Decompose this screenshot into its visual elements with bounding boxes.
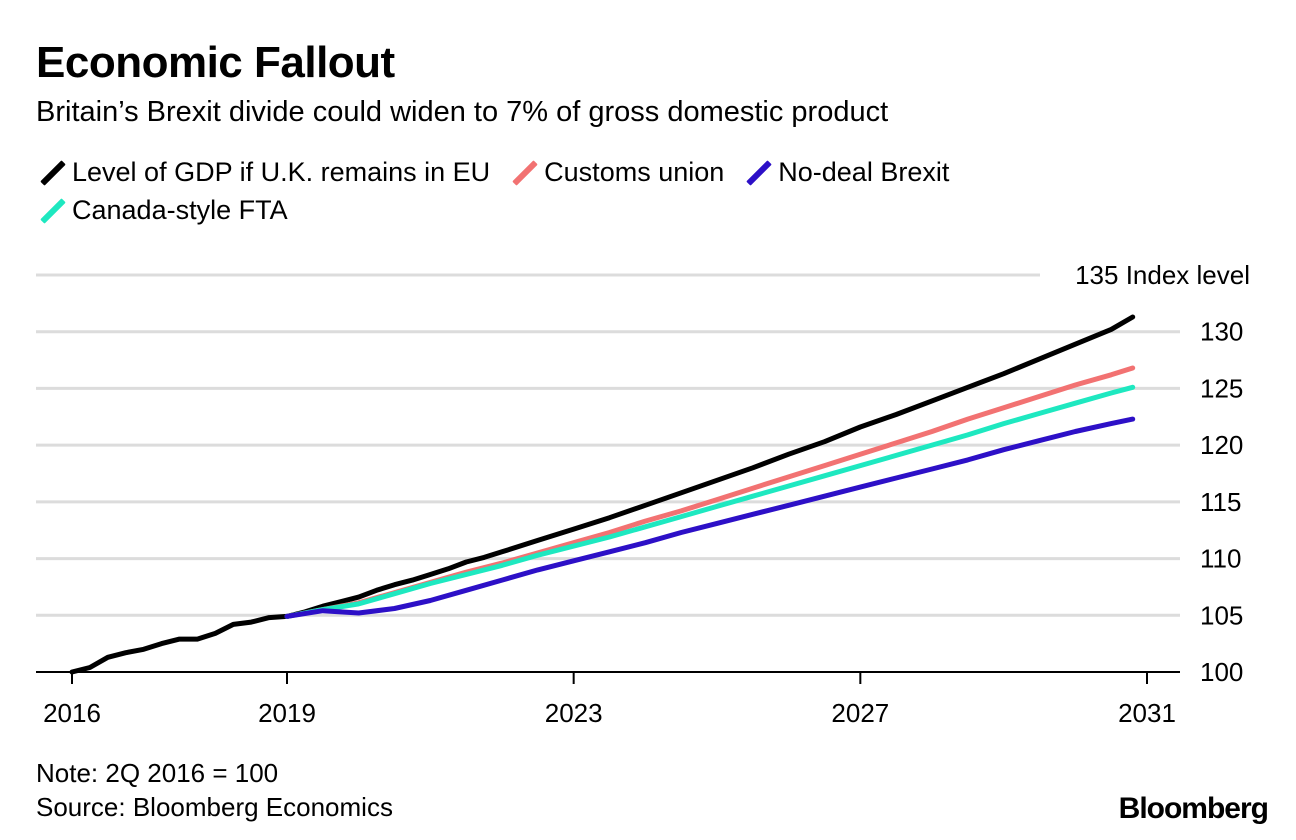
y-tick-label-100: 100: [1200, 657, 1243, 687]
x-axis-ticks: 2016 2019 2023 2027 2031: [43, 672, 1176, 728]
y-tick-label-115: 115: [1200, 487, 1241, 517]
legend-item-remain: Level of GDP if U.K. remains in EU: [36, 155, 490, 189]
x-tick-label-2027: 2027: [831, 698, 889, 728]
source-note: Source: Bloomberg Economics: [36, 792, 393, 822]
y-tick-label-105: 105: [1200, 600, 1243, 630]
legend-row-1: Level of GDP if U.K. remains in EU Custo…: [36, 155, 967, 189]
x-tick-label-2019: 2019: [258, 698, 316, 728]
y-axis-unit-label: 135 Index level: [1075, 260, 1250, 290]
x-tick-label-2016: 2016: [43, 698, 101, 728]
gridlines: [36, 273, 1180, 673]
legend-item-canada: Canada-style FTA: [36, 193, 288, 227]
x-tick-label-2031: 2031: [1118, 698, 1176, 728]
y-tick-label-125: 125: [1200, 373, 1243, 403]
legend-label-canada: Canada-style FTA: [72, 194, 288, 225]
legend-label-nodeal: No-deal Brexit: [778, 156, 950, 187]
chart-title: Economic Fallout: [36, 38, 395, 87]
legend-item-customs: Customs union: [508, 155, 724, 189]
chart-subtitle: Britain’s Brexit divide could widen to 7…: [36, 96, 889, 128]
y-tick-label-130: 130: [1200, 317, 1243, 347]
series-line-canada-style-fta: [284, 384, 1136, 619]
legend-row-2: Canada-style FTA: [36, 193, 306, 227]
y-tick-label-110: 110: [1200, 544, 1241, 574]
y-tick-label-120: 120: [1200, 430, 1243, 460]
x-tick-label-2023: 2023: [545, 698, 603, 728]
series-line-level-of-gdp-if-u-k-remains-in-eu: [69, 314, 1136, 675]
legend-label-customs: Customs union: [544, 156, 725, 187]
series-line-no-deal-brexit: [284, 416, 1136, 619]
bloomberg-logo: Bloomberg: [1118, 792, 1269, 825]
y-axis-ticks: 135 Index level 100 105 110 115 120 125 130: [1075, 260, 1250, 687]
legend-item-nodeal: No-deal Brexit: [742, 155, 949, 189]
footnote: Note: 2Q 2016 = 100: [36, 758, 279, 788]
series-lines: [69, 314, 1136, 675]
legend-label-remain: Level of GDP if U.K. remains in EU: [72, 156, 491, 187]
